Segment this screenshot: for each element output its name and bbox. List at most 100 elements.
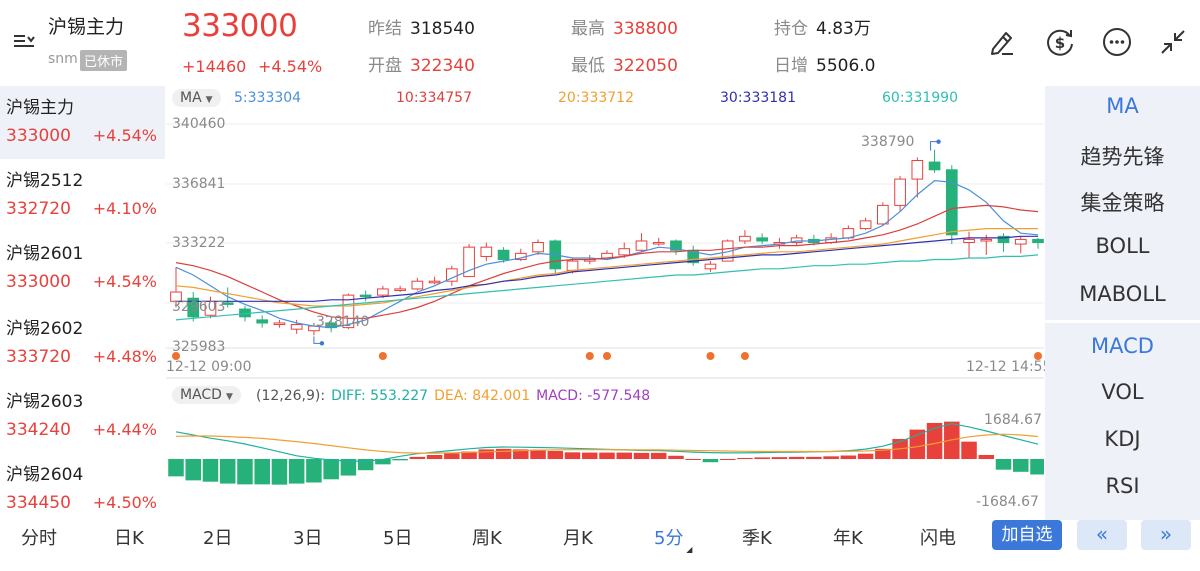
- macd-histogram-bar: [495, 448, 512, 459]
- candle-body: [1032, 238, 1044, 244]
- watchlist-item[interactable]: 沪锡2603 334240 +4.44%: [0, 380, 165, 453]
- macd-axis-bottom: -1684.67: [976, 494, 1039, 510]
- macd-histogram-bar: [875, 448, 891, 459]
- candle-body: [739, 235, 751, 242]
- macd-params: (12,26,9):: [256, 388, 326, 404]
- candle-body: [859, 220, 872, 230]
- indicator-maboll[interactable]: MABOLL: [1079, 282, 1166, 306]
- more-icon[interactable]: [1101, 26, 1133, 58]
- candle-body: [497, 249, 510, 261]
- macd-dea-line: [175, 433, 1039, 454]
- candle-body: [894, 178, 906, 206]
- macd-histogram-bar: [926, 422, 943, 459]
- indicator-rsi[interactable]: RSI: [1105, 474, 1140, 498]
- watchlist-item-price: 333000: [6, 126, 71, 146]
- candle-body: [756, 237, 769, 242]
- dollar-refresh-icon[interactable]: $: [1044, 26, 1076, 58]
- prev-button[interactable]: «: [1077, 520, 1127, 550]
- macd-selector[interactable]: MACD ▼: [172, 386, 241, 404]
- pen-icon[interactable]: [986, 26, 1018, 58]
- watchlist-item-name: 沪锡2601: [6, 244, 84, 264]
- watchlist-item[interactable]: 沪锡2601 333000 +4.54%: [0, 232, 165, 305]
- indicator-kdj[interactable]: KDJ: [1104, 427, 1141, 451]
- price-axis-label: 340460: [172, 116, 226, 132]
- candle-body: [980, 238, 993, 242]
- indicator-trend-pioneer[interactable]: 趋势先锋: [1080, 145, 1165, 169]
- watchlist-item[interactable]: 沪锡2512 332720 +4.10%: [0, 159, 165, 232]
- indicator-macd[interactable]: MACD: [1091, 334, 1154, 358]
- time-axis-start: 12-12 09:00: [166, 359, 252, 375]
- indicator-gold-strategy[interactable]: 集金策略: [1080, 191, 1165, 215]
- candle-body: [618, 248, 631, 256]
- tab-5min[interactable]: 5分 ◢: [654, 524, 692, 554]
- collapse-icon[interactable]: [1157, 26, 1189, 58]
- candle-body: [704, 263, 717, 270]
- watchlist-item[interactable]: 沪锡2604 334450 +4.50%: [0, 453, 165, 526]
- watchlist-item[interactable]: 沪锡2602 333720 +4.48%: [0, 307, 165, 380]
- tab-daily[interactable]: 日K: [114, 528, 144, 549]
- tab-2day[interactable]: 2日: [203, 528, 233, 549]
- macd-histogram-bar: [288, 459, 305, 484]
- candle-body: [721, 240, 734, 262]
- watchlist-item[interactable]: 沪锡主力 333000 +4.54%: [0, 86, 165, 159]
- high-marker-line: [930, 141, 939, 151]
- candle-body: [256, 319, 269, 324]
- market-status-badge: 已休市: [80, 50, 128, 71]
- macd-histogram-bar: [461, 451, 477, 459]
- macd-histogram-bar: [599, 452, 615, 459]
- stat-label: 日增: [774, 56, 808, 76]
- ma60-legend: 60:331990: [882, 90, 958, 106]
- candle-body: [945, 169, 958, 236]
- add-to-watchlist-button[interactable]: 加自选: [992, 520, 1062, 550]
- event-dot: [740, 352, 749, 360]
- stat-value: 4.83万: [816, 19, 871, 39]
- watchlist-item-price: 334450: [6, 493, 71, 513]
- candle-body: [273, 322, 286, 326]
- panel-divider: [1045, 320, 1200, 323]
- quote-header: 沪锡主力 snm 已休市 333000 +14460 +4.54% 昨结 3185…: [0, 0, 1200, 86]
- candle-body: [394, 288, 406, 291]
- price-axis-label: 325983: [172, 339, 226, 355]
- macd-histogram-bar: [702, 459, 719, 463]
- tab-weekly[interactable]: 周K: [472, 528, 502, 549]
- macd-histogram-bar: [754, 457, 770, 459]
- stat-label: 昨结: [368, 19, 402, 39]
- contract-code: snm: [48, 51, 78, 67]
- kline-chart[interactable]: [166, 86, 1044, 520]
- watchlist-item-change: +4.54%: [92, 272, 157, 291]
- tab-intraday[interactable]: 分时: [21, 528, 57, 549]
- event-dot: [585, 352, 594, 360]
- menu-list-icon[interactable]: [10, 26, 40, 56]
- kline-chart-area[interactable]: MA ▼ 5:333304 10:334757 20:333712 30:3331…: [166, 86, 1051, 520]
- macd-histogram-bar: [857, 453, 874, 459]
- indicator-boll[interactable]: BOLL: [1095, 234, 1150, 258]
- watchlist-item-name: 沪锡2602: [6, 319, 84, 339]
- stat-low: 最低 322050: [571, 51, 678, 76]
- macd-selector-label: MACD: [180, 387, 222, 403]
- candle-body: [997, 235, 1010, 244]
- tab-quarterly[interactable]: 季K: [742, 528, 772, 549]
- tab-flash[interactable]: 闪电: [920, 528, 956, 549]
- watchlist-item-name: 沪锡2603: [6, 392, 84, 412]
- tab-3day[interactable]: 3日: [293, 528, 323, 549]
- macd-histogram-bar: [547, 450, 564, 459]
- ma-selector[interactable]: MA ▼: [172, 89, 221, 107]
- macd-histogram-bar: [237, 459, 253, 485]
- macd-histogram-bar: [788, 456, 805, 459]
- tab-5day[interactable]: 5日: [383, 528, 413, 549]
- macd-histogram-bar: [685, 459, 701, 460]
- ma5-line: [175, 179, 1039, 329]
- contract-name: 沪锡主力: [48, 16, 125, 38]
- event-dot: [706, 352, 715, 360]
- candle-body: [635, 240, 648, 251]
- tab-monthly[interactable]: 月K: [563, 528, 593, 549]
- indicator-ma[interactable]: MA: [1106, 94, 1139, 118]
- indicator-vol[interactable]: VOL: [1101, 380, 1144, 404]
- macd-histogram-bar: [340, 459, 357, 476]
- watchlist: 沪锡主力 333000 +4.54% 沪锡2512 332720 +4.10% …: [0, 86, 165, 520]
- period-tab-bar: 分时 日K 2日 3日 5日 周K 月K 5分 ◢ 季K 年K 闪电: [0, 520, 1200, 571]
- next-button[interactable]: »: [1141, 520, 1191, 550]
- tab-yearly[interactable]: 年K: [833, 528, 863, 549]
- macd-histogram-bar: [823, 456, 839, 459]
- svg-text:$: $: [1055, 34, 1065, 52]
